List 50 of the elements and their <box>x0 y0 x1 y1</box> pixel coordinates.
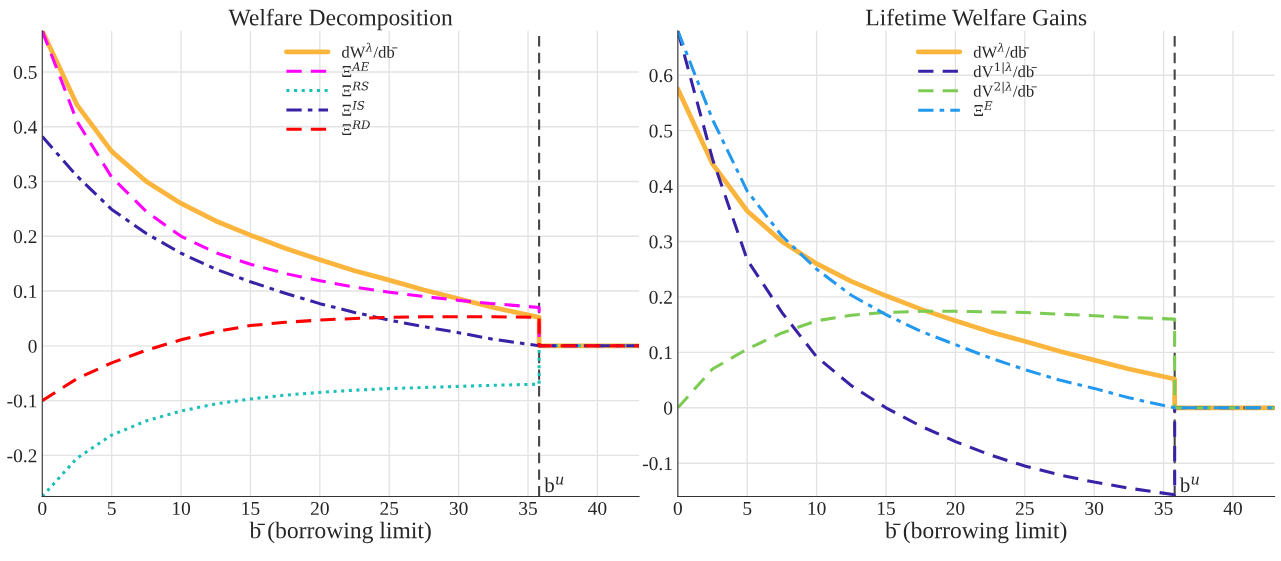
y-tick-label: 0.4 <box>649 179 673 194</box>
ref-line-label: b$^{u}$ <box>544 476 564 493</box>
legend-label: Ξ$^{RD}$ <box>342 120 370 136</box>
line-series <box>677 309 1275 410</box>
x-tick-label: 10 <box>173 501 191 516</box>
x-axis-title: b̄ (borrowing limit) <box>885 521 1067 544</box>
legend-label: dW$^{λ}$/db̄ <box>973 42 1030 58</box>
y-tick-label: 0.2 <box>13 230 37 244</box>
y-tick-label: -0.1 <box>7 394 37 408</box>
y-tick-label: 0 <box>28 339 37 353</box>
legend-label: Ξ$^{E}$ <box>974 101 993 116</box>
y-tick-label: -0.2 <box>7 449 37 463</box>
y-tick-label: 0.4 <box>13 120 38 134</box>
x-tick-label: 40 <box>588 501 607 516</box>
legend-label: Ξ$^{IS}$ <box>342 100 365 116</box>
y-tick-label: 0 <box>663 401 673 415</box>
x-tick-label: 20 <box>310 501 329 516</box>
ref-line-label: b$^{u}$ <box>1179 476 1199 493</box>
chart-title: Welfare Decomposition <box>228 8 453 31</box>
x-tick-label: 40 <box>1223 501 1242 516</box>
x-tick-label: 15 <box>242 502 260 516</box>
x-tick-label: 30 <box>449 501 468 516</box>
line-series <box>42 315 640 403</box>
legend-label: dV$^{2|λ}$/db̄ <box>973 81 1037 97</box>
y-tick-label: 0.1 <box>649 346 672 360</box>
legend-label: Ξ$^{AE}$ <box>342 62 370 77</box>
x-tick-label: 25 <box>380 501 399 516</box>
x-tick-label: 30 <box>1085 501 1104 516</box>
chart-title: Lifetime Welfare Gains <box>865 8 1087 26</box>
x-tick-label: 15 <box>877 502 895 516</box>
y-tick-label: 0.3 <box>649 235 673 249</box>
y-tick-label: 0.3 <box>13 175 37 189</box>
y-tick-label: 0.5 <box>649 124 673 138</box>
x-tick-label: 35 <box>1154 501 1173 516</box>
legend-label: Ξ$^{RS}$ <box>342 81 369 97</box>
y-tick-label: -0.1 <box>642 457 672 471</box>
x-tick-label: 20 <box>946 501 965 516</box>
x-tick-label: 5 <box>743 502 752 516</box>
x-tick-label: 25 <box>1015 501 1034 516</box>
legend-label: dW$^{λ}$/db̄ <box>342 42 398 58</box>
legend-label: dV$^{1|λ}$/db̄ <box>973 62 1037 78</box>
y-tick-label: 0.2 <box>649 290 672 304</box>
y-tick-label: 0.6 <box>649 69 673 83</box>
x-tick-label: 35 <box>519 501 537 516</box>
x-axis-title: b̄ (borrowing limit) <box>249 521 431 544</box>
x-tick-label: 0 <box>38 501 47 516</box>
y-tick-label: 0.5 <box>13 65 37 79</box>
y-tick-label: 0.1 <box>13 284 37 299</box>
x-tick-label: 5 <box>107 502 116 516</box>
x-tick-label: 10 <box>808 501 826 516</box>
